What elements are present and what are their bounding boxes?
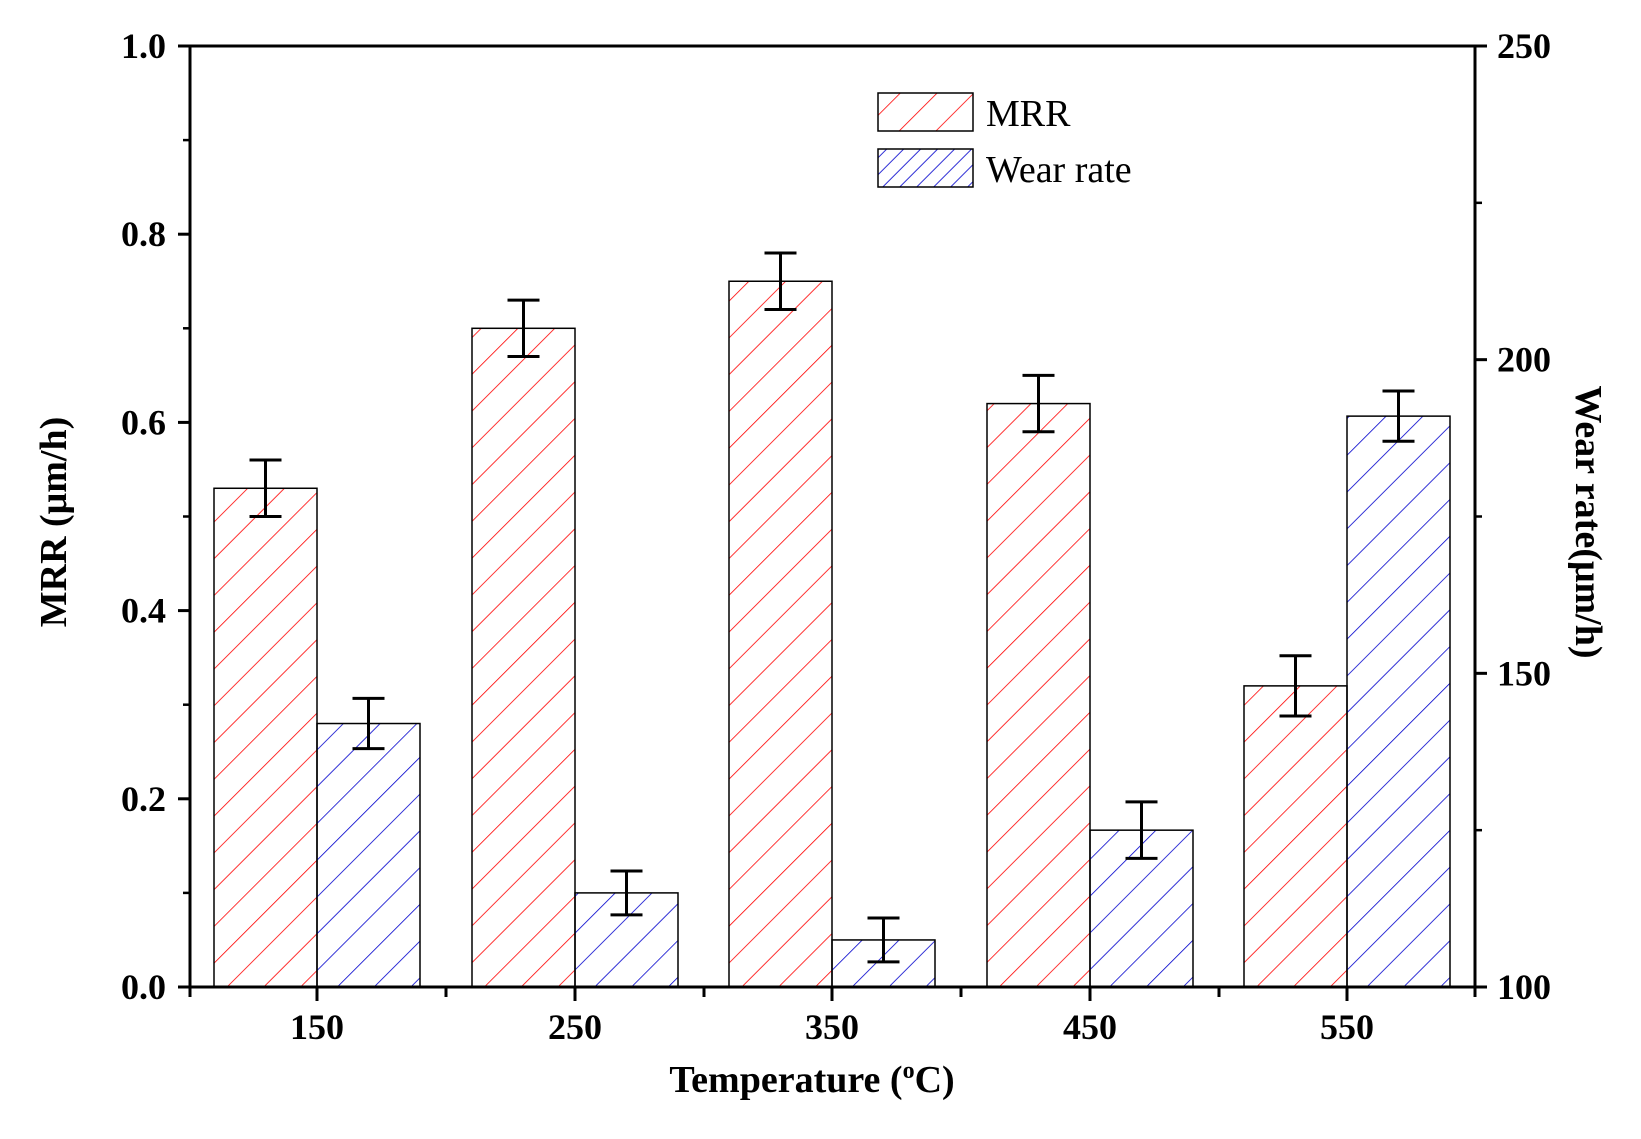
right-tick-label: 200 bbox=[1497, 340, 1551, 380]
x-tick-label: 250 bbox=[548, 1007, 602, 1047]
bar-mrr-150 bbox=[213, 487, 318, 988]
legend-label-mrr: MRR bbox=[986, 93, 1071, 135]
x-tick-label: 150 bbox=[290, 1007, 344, 1047]
legend-swatch-wear-rate bbox=[877, 148, 974, 188]
error-bar-mrr-250 bbox=[507, 298, 540, 359]
x-tick-label: 450 bbox=[1063, 1007, 1117, 1047]
x-tick-label: 550 bbox=[1320, 1007, 1374, 1047]
legend: MRR Wear rate bbox=[877, 92, 1132, 191]
bar-wear-rate-550 bbox=[1346, 415, 1451, 988]
right-tick-label: 150 bbox=[1497, 653, 1551, 693]
bar-mrr-350 bbox=[728, 280, 833, 988]
left-axis-ticks: 0.0 0.2 0.4 0.6 0.8 1.0 bbox=[121, 26, 190, 1007]
left-y-axis-title: MRR (μm/h) bbox=[33, 417, 75, 627]
bar-wear-rate-150 bbox=[316, 722, 421, 988]
bar-mrr-550 bbox=[1243, 685, 1348, 988]
left-tick-label: 0.0 bbox=[121, 967, 166, 1007]
right-tick-label: 250 bbox=[1497, 26, 1551, 66]
legend-label-wear-rate: Wear rate bbox=[986, 149, 1132, 191]
error-bar-wear-rate-350 bbox=[867, 916, 900, 964]
error-bar-wear-rate-150 bbox=[352, 696, 385, 751]
x-axis-title: Temperature (oC) bbox=[669, 1058, 954, 1101]
error-bar-mrr-450 bbox=[1022, 373, 1055, 434]
error-bar-wear-rate-250 bbox=[610, 869, 643, 917]
right-axis-ticks: 100 150 200 250 bbox=[1475, 26, 1551, 1007]
bar-mrr-250 bbox=[471, 327, 576, 988]
left-tick-label: 1.0 bbox=[121, 26, 166, 66]
error-bar-mrr-150 bbox=[249, 458, 282, 518]
bar-mrr-450 bbox=[986, 402, 1091, 988]
error-bars-layer bbox=[249, 251, 1415, 964]
right-tick-label: 100 bbox=[1497, 967, 1551, 1007]
left-tick-label: 0.6 bbox=[121, 402, 166, 442]
bars-layer bbox=[213, 280, 1451, 988]
error-bar-mrr-350 bbox=[764, 251, 797, 311]
right-y-axis-title: Wear rate(μm/h) bbox=[1567, 385, 1609, 658]
x-tick-label: 350 bbox=[805, 1007, 859, 1047]
error-bar-wear-rate-550 bbox=[1382, 389, 1415, 443]
error-bar-mrr-550 bbox=[1279, 654, 1312, 718]
left-tick-label: 0.8 bbox=[121, 214, 166, 254]
left-tick-label: 0.2 bbox=[121, 779, 166, 819]
error-bar-wear-rate-450 bbox=[1125, 800, 1158, 860]
legend-swatch-mrr bbox=[877, 92, 974, 132]
x-axis-ticks: 150 250 350 450 550 bbox=[188, 987, 1477, 1047]
left-tick-label: 0.4 bbox=[121, 591, 166, 631]
